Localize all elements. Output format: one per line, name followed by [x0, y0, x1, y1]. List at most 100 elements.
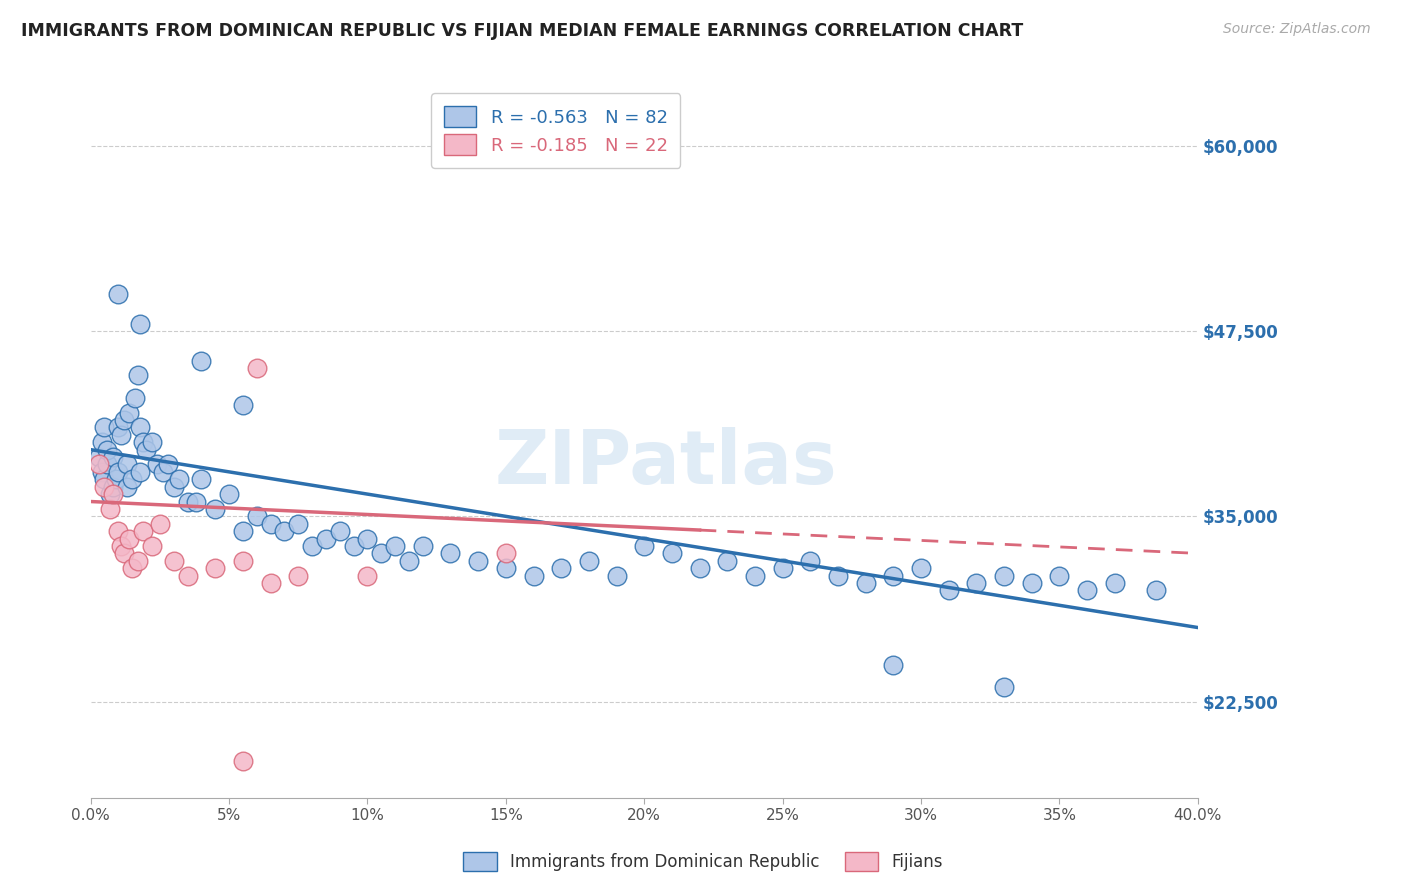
Point	[467, 554, 489, 568]
Legend: Immigrants from Dominican Republic, Fijians: Immigrants from Dominican Republic, Fiji…	[456, 843, 950, 880]
Point	[356, 532, 378, 546]
Point	[910, 561, 932, 575]
Point	[190, 353, 212, 368]
Point	[101, 487, 124, 501]
Point	[744, 568, 766, 582]
Point	[716, 554, 738, 568]
Point	[204, 502, 226, 516]
Point	[190, 472, 212, 486]
Point	[90, 465, 112, 479]
Point	[146, 458, 169, 472]
Point	[259, 516, 281, 531]
Point	[98, 487, 121, 501]
Point	[370, 546, 392, 560]
Point	[152, 465, 174, 479]
Point	[938, 583, 960, 598]
Point	[633, 539, 655, 553]
Point	[93, 420, 115, 434]
Point	[232, 524, 254, 538]
Point	[259, 576, 281, 591]
Point	[101, 480, 124, 494]
Point	[112, 413, 135, 427]
Point	[176, 494, 198, 508]
Point	[495, 546, 517, 560]
Point	[287, 568, 309, 582]
Point	[121, 472, 143, 486]
Point	[606, 568, 628, 582]
Point	[129, 420, 152, 434]
Point	[301, 539, 323, 553]
Point	[121, 561, 143, 575]
Point	[855, 576, 877, 591]
Point	[127, 554, 149, 568]
Point	[965, 576, 987, 591]
Point	[129, 465, 152, 479]
Point	[115, 458, 138, 472]
Point	[495, 561, 517, 575]
Point	[107, 420, 129, 434]
Point	[90, 435, 112, 450]
Point	[129, 317, 152, 331]
Point	[167, 472, 190, 486]
Point	[1144, 583, 1167, 598]
Point	[799, 554, 821, 568]
Point	[135, 442, 157, 457]
Point	[124, 391, 146, 405]
Point	[163, 480, 186, 494]
Point	[107, 287, 129, 301]
Point	[184, 494, 207, 508]
Point	[93, 472, 115, 486]
Point	[141, 435, 163, 450]
Point	[315, 532, 337, 546]
Point	[356, 568, 378, 582]
Point	[87, 458, 110, 472]
Point	[157, 458, 180, 472]
Point	[204, 561, 226, 575]
Point	[661, 546, 683, 560]
Point	[141, 539, 163, 553]
Point	[98, 502, 121, 516]
Point	[149, 516, 172, 531]
Text: Source: ZipAtlas.com: Source: ZipAtlas.com	[1223, 22, 1371, 37]
Point	[115, 480, 138, 494]
Point	[232, 754, 254, 768]
Point	[132, 435, 155, 450]
Point	[1076, 583, 1098, 598]
Point	[232, 398, 254, 412]
Point	[87, 450, 110, 464]
Point	[101, 450, 124, 464]
Point	[578, 554, 600, 568]
Point	[246, 361, 269, 376]
Point	[342, 539, 364, 553]
Point	[118, 532, 141, 546]
Text: IMMIGRANTS FROM DOMINICAN REPUBLIC VS FIJIAN MEDIAN FEMALE EARNINGS CORRELATION : IMMIGRANTS FROM DOMINICAN REPUBLIC VS FI…	[21, 22, 1024, 40]
Point	[882, 568, 904, 582]
Point	[384, 539, 406, 553]
Point	[412, 539, 434, 553]
Point	[232, 554, 254, 568]
Point	[107, 465, 129, 479]
Point	[827, 568, 849, 582]
Point	[96, 458, 118, 472]
Legend: R = -0.563   N = 82, R = -0.185   N = 22: R = -0.563 N = 82, R = -0.185 N = 22	[432, 94, 681, 168]
Point	[550, 561, 572, 575]
Point	[329, 524, 352, 538]
Point	[522, 568, 544, 582]
Point	[218, 487, 240, 501]
Point	[127, 368, 149, 383]
Point	[104, 472, 127, 486]
Point	[132, 524, 155, 538]
Point	[398, 554, 420, 568]
Point	[93, 480, 115, 494]
Point	[163, 554, 186, 568]
Point	[287, 516, 309, 531]
Point	[772, 561, 794, 575]
Point	[246, 509, 269, 524]
Point	[112, 546, 135, 560]
Point	[993, 680, 1015, 694]
Point	[1104, 576, 1126, 591]
Point	[110, 539, 132, 553]
Point	[118, 406, 141, 420]
Point	[439, 546, 461, 560]
Point	[882, 657, 904, 672]
